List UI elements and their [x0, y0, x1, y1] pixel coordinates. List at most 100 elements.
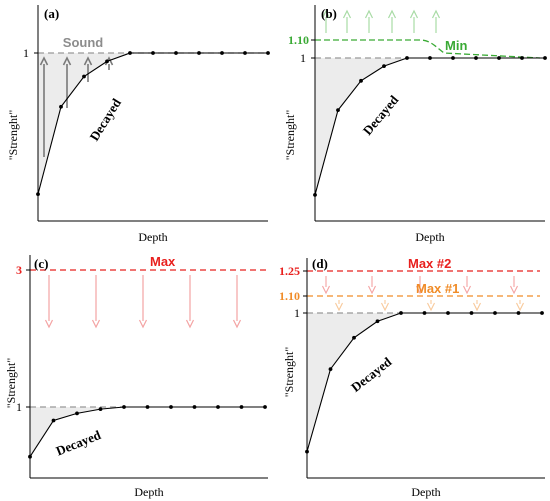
arrow-head: [321, 9, 331, 19]
panel-label: (d): [312, 256, 328, 271]
panel-b: (b) 1 1.10 Min Decayed "Strenght" Depth: [283, 5, 547, 244]
decay-area: [315, 58, 407, 195]
data-point: [405, 56, 409, 60]
arrow-head: [185, 319, 195, 329]
data-point: [336, 108, 340, 113]
data-point: [328, 367, 333, 371]
arrow-head: [83, 56, 93, 66]
arrow-head: [91, 319, 101, 329]
arrow-head: [232, 319, 242, 329]
arrow-head: [387, 9, 397, 19]
data-point: [469, 311, 474, 315]
arrow-head: [431, 9, 441, 19]
panel-a: (a) 1 Sound Decayed "Strenght" Depth: [6, 5, 270, 244]
down-arrows: [44, 275, 242, 329]
arrow-head: [427, 302, 435, 312]
data-point: [59, 104, 63, 109]
arrow-head: [39, 56, 49, 66]
arrow-head: [409, 9, 419, 19]
data-point: [446, 311, 450, 315]
max2-value-label: 1.25: [279, 264, 300, 278]
y-tick-label: 1: [16, 400, 22, 414]
data-point: [128, 51, 132, 55]
data-point: [493, 311, 497, 315]
data-point: [216, 405, 220, 409]
panel-label: (b): [321, 6, 337, 21]
panel-d: (d) 1.25 1.10 1 Max #2 Max #1 Decayed "S…: [279, 256, 545, 499]
data-point: [169, 405, 173, 409]
up-arrows: [321, 9, 441, 33]
data-point: [105, 59, 109, 64]
data-point: [145, 405, 150, 409]
max2-label: Max #2: [408, 256, 451, 271]
data-point: [520, 56, 524, 60]
data-point: [497, 56, 501, 60]
arrow-head: [44, 319, 54, 329]
max1-value-label: 1.10: [279, 289, 300, 303]
data-point: [51, 418, 56, 423]
data-point: [382, 64, 386, 69]
panel-label: (c): [34, 256, 48, 271]
data-point: [263, 405, 267, 409]
arrow-head: [62, 56, 72, 66]
data-point: [122, 405, 126, 409]
data-point: [359, 78, 363, 83]
arrow-head: [335, 302, 343, 312]
x-axis-label: Depth: [134, 485, 163, 499]
data-point: [266, 51, 270, 55]
x-axis-label: Depth: [138, 230, 167, 244]
data-point: [192, 405, 197, 409]
data-points: [28, 405, 267, 459]
arrow-head: [473, 302, 481, 312]
y-axis-label: "Strenght": [6, 110, 20, 161]
decayed-label: Decayed: [360, 92, 402, 138]
min-threshold-line: [315, 39, 541, 59]
x-axis-label: Depth: [415, 230, 444, 244]
decay-area: [38, 53, 130, 195]
y-axis-label: "Strenght": [4, 358, 18, 409]
data-point: [239, 405, 244, 409]
data-point: [375, 319, 380, 324]
panel-label: (a): [44, 6, 59, 21]
max-value-label: 3: [16, 263, 22, 277]
arrow-head: [322, 285, 330, 295]
arrow-head: [381, 302, 389, 312]
arrow-head: [510, 285, 518, 295]
x-axis-label: Depth: [411, 485, 440, 499]
y-tick-label: 1: [23, 46, 29, 60]
data-point: [197, 51, 201, 55]
sound-label: Sound: [63, 35, 103, 50]
data-point: [422, 311, 427, 315]
y-tick-label: 1: [300, 51, 306, 65]
data-point: [151, 51, 155, 55]
arrow-head: [138, 319, 148, 329]
min-label: Min: [445, 38, 467, 53]
arrow-head: [516, 302, 524, 312]
decay-area: [307, 313, 401, 452]
data-point: [516, 311, 521, 315]
data-point: [451, 56, 455, 60]
arrow-head: [364, 9, 374, 19]
data-point: [82, 74, 86, 79]
data-point: [352, 335, 356, 340]
data-point: [428, 56, 432, 60]
y-axis-label: "Strenght": [282, 347, 296, 398]
y-tick-label: 1: [294, 306, 300, 320]
data-point: [174, 51, 178, 55]
y-axis-label: "Strenght": [283, 110, 297, 161]
data-point: [543, 56, 547, 60]
panel-c: (c) 3 Max 1 Decayed "Strenght" Depth: [4, 254, 268, 499]
decayed-label: Decayed: [86, 95, 124, 143]
data-point: [243, 51, 247, 55]
up-arrows: [39, 56, 114, 157]
arrow-head: [342, 9, 352, 19]
data-points: [313, 56, 547, 197]
data-point: [98, 407, 103, 412]
down-arrows-max1: [335, 300, 524, 312]
arrow-head: [368, 285, 376, 295]
data-point: [75, 411, 79, 416]
data-point: [220, 51, 224, 55]
data-point: [540, 311, 544, 315]
data-point: [399, 311, 403, 315]
